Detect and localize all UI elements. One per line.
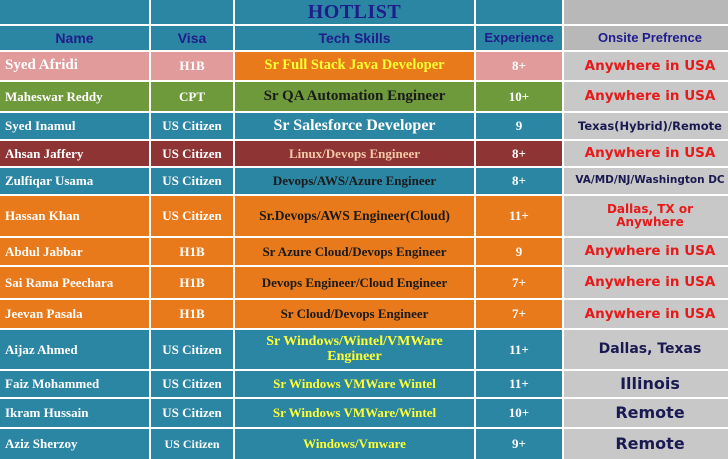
row-experience: 9 — [476, 238, 562, 265]
header-visa: Visa — [151, 26, 233, 50]
row-name: Aijaz Ahmed — [0, 330, 149, 369]
title-blank-cell — [0, 0, 149, 24]
row-name: Syed Inamul — [0, 113, 149, 139]
row-experience: 8+ — [476, 52, 562, 80]
row-skills: Devops Engineer/Cloud Engineer — [235, 267, 474, 298]
row-name: Faiz Mohammed — [0, 371, 149, 397]
row-experience: 8+ — [476, 168, 562, 194]
row-onsite: Illinois — [564, 371, 728, 397]
row-visa: US Citizen — [151, 113, 233, 139]
row-visa: US Citizen — [151, 429, 233, 459]
row-skills: Devops/AWS/Azure Engineer — [235, 168, 474, 194]
row-onsite: Anywhere in USA — [564, 267, 728, 298]
title-blank-cell — [564, 0, 728, 24]
row-experience: 10+ — [476, 399, 562, 427]
row-onsite: Texas(Hybrid)/Remote — [564, 113, 728, 139]
row-name: Ahsan Jaffery — [0, 141, 149, 166]
row-skills: Sr Full Stack Java Developer — [235, 52, 474, 80]
row-skills: Sr Windows/Wintel/VMWare Engineer — [235, 330, 474, 369]
row-experience: 7+ — [476, 300, 562, 328]
row-visa: H1B — [151, 267, 233, 298]
page-title: HOTLIST — [235, 0, 474, 24]
row-visa: US Citizen — [151, 168, 233, 194]
row-visa: US Citizen — [151, 141, 233, 166]
row-skills: Sr QA Automation Engineer — [235, 82, 474, 111]
row-experience: 8+ — [476, 141, 562, 166]
row-name: Hassan Khan — [0, 196, 149, 236]
row-experience: 10+ — [476, 82, 562, 111]
row-onsite: Anywhere in USA — [564, 82, 728, 111]
row-skills: Sr.Devops/AWS Engineer(Cloud) — [235, 196, 474, 236]
row-visa: H1B — [151, 238, 233, 265]
row-onsite: Dallas, TX or Anywhere — [564, 196, 728, 236]
row-name: Abdul Jabbar — [0, 238, 149, 265]
row-visa: H1B — [151, 52, 233, 80]
row-visa: H1B — [151, 300, 233, 328]
row-visa: US Citizen — [151, 196, 233, 236]
row-name: Jeevan Pasala — [0, 300, 149, 328]
row-experience: 9+ — [476, 429, 562, 459]
row-visa: US Citizen — [151, 371, 233, 397]
row-experience: 11+ — [476, 196, 562, 236]
row-skills: Windows/Vmware — [235, 429, 474, 459]
row-skills: Sr Azure Cloud/Devops Engineer — [235, 238, 474, 265]
header-name: Name — [0, 26, 149, 50]
row-onsite: Dallas, Texas — [564, 330, 728, 369]
row-experience: 9 — [476, 113, 562, 139]
row-skills: Sr Salesforce Developer — [235, 113, 474, 139]
row-skills: Sr Cloud/Devops Engineer — [235, 300, 474, 328]
row-onsite: Anywhere in USA — [564, 300, 728, 328]
row-name: Sai Rama Peechara — [0, 267, 149, 298]
row-name: Ikram Hussain — [0, 399, 149, 427]
header-experience: Experience — [476, 26, 562, 50]
row-name: Maheswar Reddy — [0, 82, 149, 111]
title-blank-cell — [476, 0, 562, 24]
row-visa: US Citizen — [151, 399, 233, 427]
row-experience: 11+ — [476, 371, 562, 397]
row-onsite: Anywhere in USA — [564, 238, 728, 265]
row-onsite: Remote — [564, 429, 728, 459]
row-onsite: VA/MD/NJ/Washington DC — [564, 168, 728, 194]
row-onsite: Remote — [564, 399, 728, 427]
row-onsite: Anywhere in USA — [564, 141, 728, 166]
row-name: Syed Afridi — [0, 52, 149, 80]
row-skills: Linux/Devops Engineer — [235, 141, 474, 166]
row-experience: 7+ — [476, 267, 562, 298]
row-visa: CPT — [151, 82, 233, 111]
header-onsite-preference: Onsite Prefrence — [564, 26, 728, 50]
row-skills: Sr Windows VMWare/Wintel — [235, 399, 474, 427]
row-visa: US Citizen — [151, 330, 233, 369]
row-experience: 11+ — [476, 330, 562, 369]
row-name: Zulfiqar Usama — [0, 168, 149, 194]
row-onsite: Anywhere in USA — [564, 52, 728, 80]
title-blank-cell — [151, 0, 233, 24]
row-name: Aziz Sherzoy — [0, 429, 149, 459]
row-skills: Sr Windows VMWare Wintel — [235, 371, 474, 397]
header-tech-skills: Tech Skills — [235, 26, 474, 50]
